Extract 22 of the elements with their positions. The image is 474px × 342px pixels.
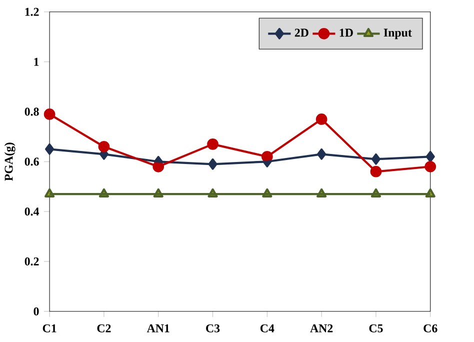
x-tick-label: AN2 xyxy=(310,324,333,332)
x-tick-label: C4 xyxy=(260,324,274,332)
point xyxy=(44,108,56,120)
y-tick-label: 1 xyxy=(34,58,39,66)
legend-label: 1D xyxy=(340,28,353,37)
legend-label: 2D xyxy=(294,28,308,37)
y-tick-label: 0 xyxy=(34,307,39,316)
x-tick-label: AN1 xyxy=(146,324,170,332)
y-axis-title: PGA(g) xyxy=(4,142,16,181)
x-tick-label: C5 xyxy=(369,324,383,332)
y-tick-label: 0.2 xyxy=(24,257,39,266)
x-tick-label: C1 xyxy=(42,324,56,332)
y-tick-label: 1.2 xyxy=(25,8,39,16)
legend-label: Input xyxy=(384,28,412,40)
point xyxy=(424,160,436,172)
y-tick-label: 0.4 xyxy=(24,207,40,216)
y-tick-label: 0.6 xyxy=(24,158,39,166)
x-tick-label: C6 xyxy=(424,324,438,332)
y-tick-label: 0.8 xyxy=(24,108,39,116)
x-tick-label: C2 xyxy=(97,324,111,332)
point xyxy=(45,143,54,155)
x-tick-label: C3 xyxy=(206,324,220,332)
